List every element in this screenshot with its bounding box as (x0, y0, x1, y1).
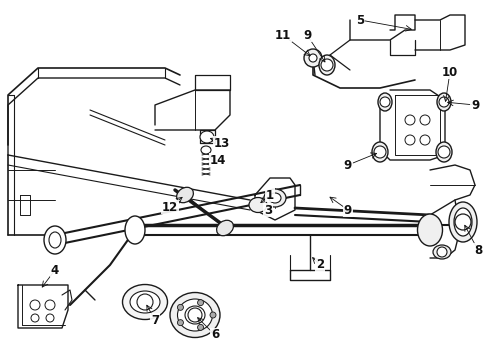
Ellipse shape (49, 232, 61, 248)
Circle shape (46, 314, 54, 322)
Circle shape (380, 97, 390, 107)
Circle shape (420, 115, 430, 125)
Text: 9: 9 (344, 158, 352, 171)
Circle shape (197, 324, 203, 330)
Ellipse shape (122, 284, 168, 320)
Circle shape (177, 304, 183, 310)
Circle shape (197, 300, 203, 306)
Ellipse shape (170, 292, 220, 338)
Text: 9: 9 (344, 203, 352, 216)
Ellipse shape (269, 193, 281, 203)
Circle shape (188, 308, 202, 322)
Ellipse shape (249, 198, 267, 212)
Circle shape (405, 115, 415, 125)
Text: 14: 14 (210, 153, 226, 166)
Text: 2: 2 (316, 258, 324, 271)
Text: 9: 9 (471, 99, 479, 112)
Circle shape (45, 300, 55, 310)
Circle shape (210, 312, 216, 318)
Ellipse shape (454, 208, 472, 236)
Ellipse shape (264, 189, 286, 207)
Ellipse shape (378, 93, 392, 111)
Text: 1: 1 (266, 189, 274, 202)
Ellipse shape (125, 216, 145, 244)
Circle shape (420, 135, 430, 145)
Ellipse shape (449, 202, 477, 242)
Circle shape (439, 97, 449, 107)
Circle shape (177, 320, 183, 326)
Ellipse shape (200, 131, 214, 143)
Text: 13: 13 (214, 136, 230, 149)
Ellipse shape (185, 306, 205, 324)
Circle shape (437, 247, 447, 257)
Ellipse shape (433, 245, 451, 259)
Ellipse shape (217, 220, 233, 236)
Text: 3: 3 (264, 203, 272, 216)
Ellipse shape (417, 214, 442, 246)
Text: 8: 8 (474, 243, 482, 256)
Text: 7: 7 (151, 314, 159, 327)
Circle shape (304, 49, 322, 67)
Ellipse shape (372, 142, 388, 162)
Circle shape (137, 294, 153, 310)
Circle shape (438, 146, 450, 158)
Ellipse shape (176, 187, 194, 203)
Text: 9: 9 (303, 28, 311, 41)
Ellipse shape (44, 226, 66, 254)
Circle shape (309, 54, 317, 62)
Ellipse shape (130, 291, 160, 313)
Circle shape (30, 300, 40, 310)
Ellipse shape (177, 299, 213, 331)
Ellipse shape (437, 93, 451, 111)
Text: 12: 12 (162, 201, 178, 213)
Circle shape (31, 314, 39, 322)
Circle shape (405, 135, 415, 145)
Text: 11: 11 (275, 28, 291, 41)
Ellipse shape (436, 142, 452, 162)
Text: 6: 6 (211, 328, 219, 342)
Text: 4: 4 (51, 264, 59, 276)
Text: 10: 10 (442, 66, 458, 78)
Text: 5: 5 (356, 14, 364, 27)
Ellipse shape (201, 146, 211, 154)
Circle shape (321, 59, 333, 71)
Ellipse shape (319, 55, 335, 75)
Circle shape (455, 214, 471, 230)
Circle shape (374, 146, 386, 158)
